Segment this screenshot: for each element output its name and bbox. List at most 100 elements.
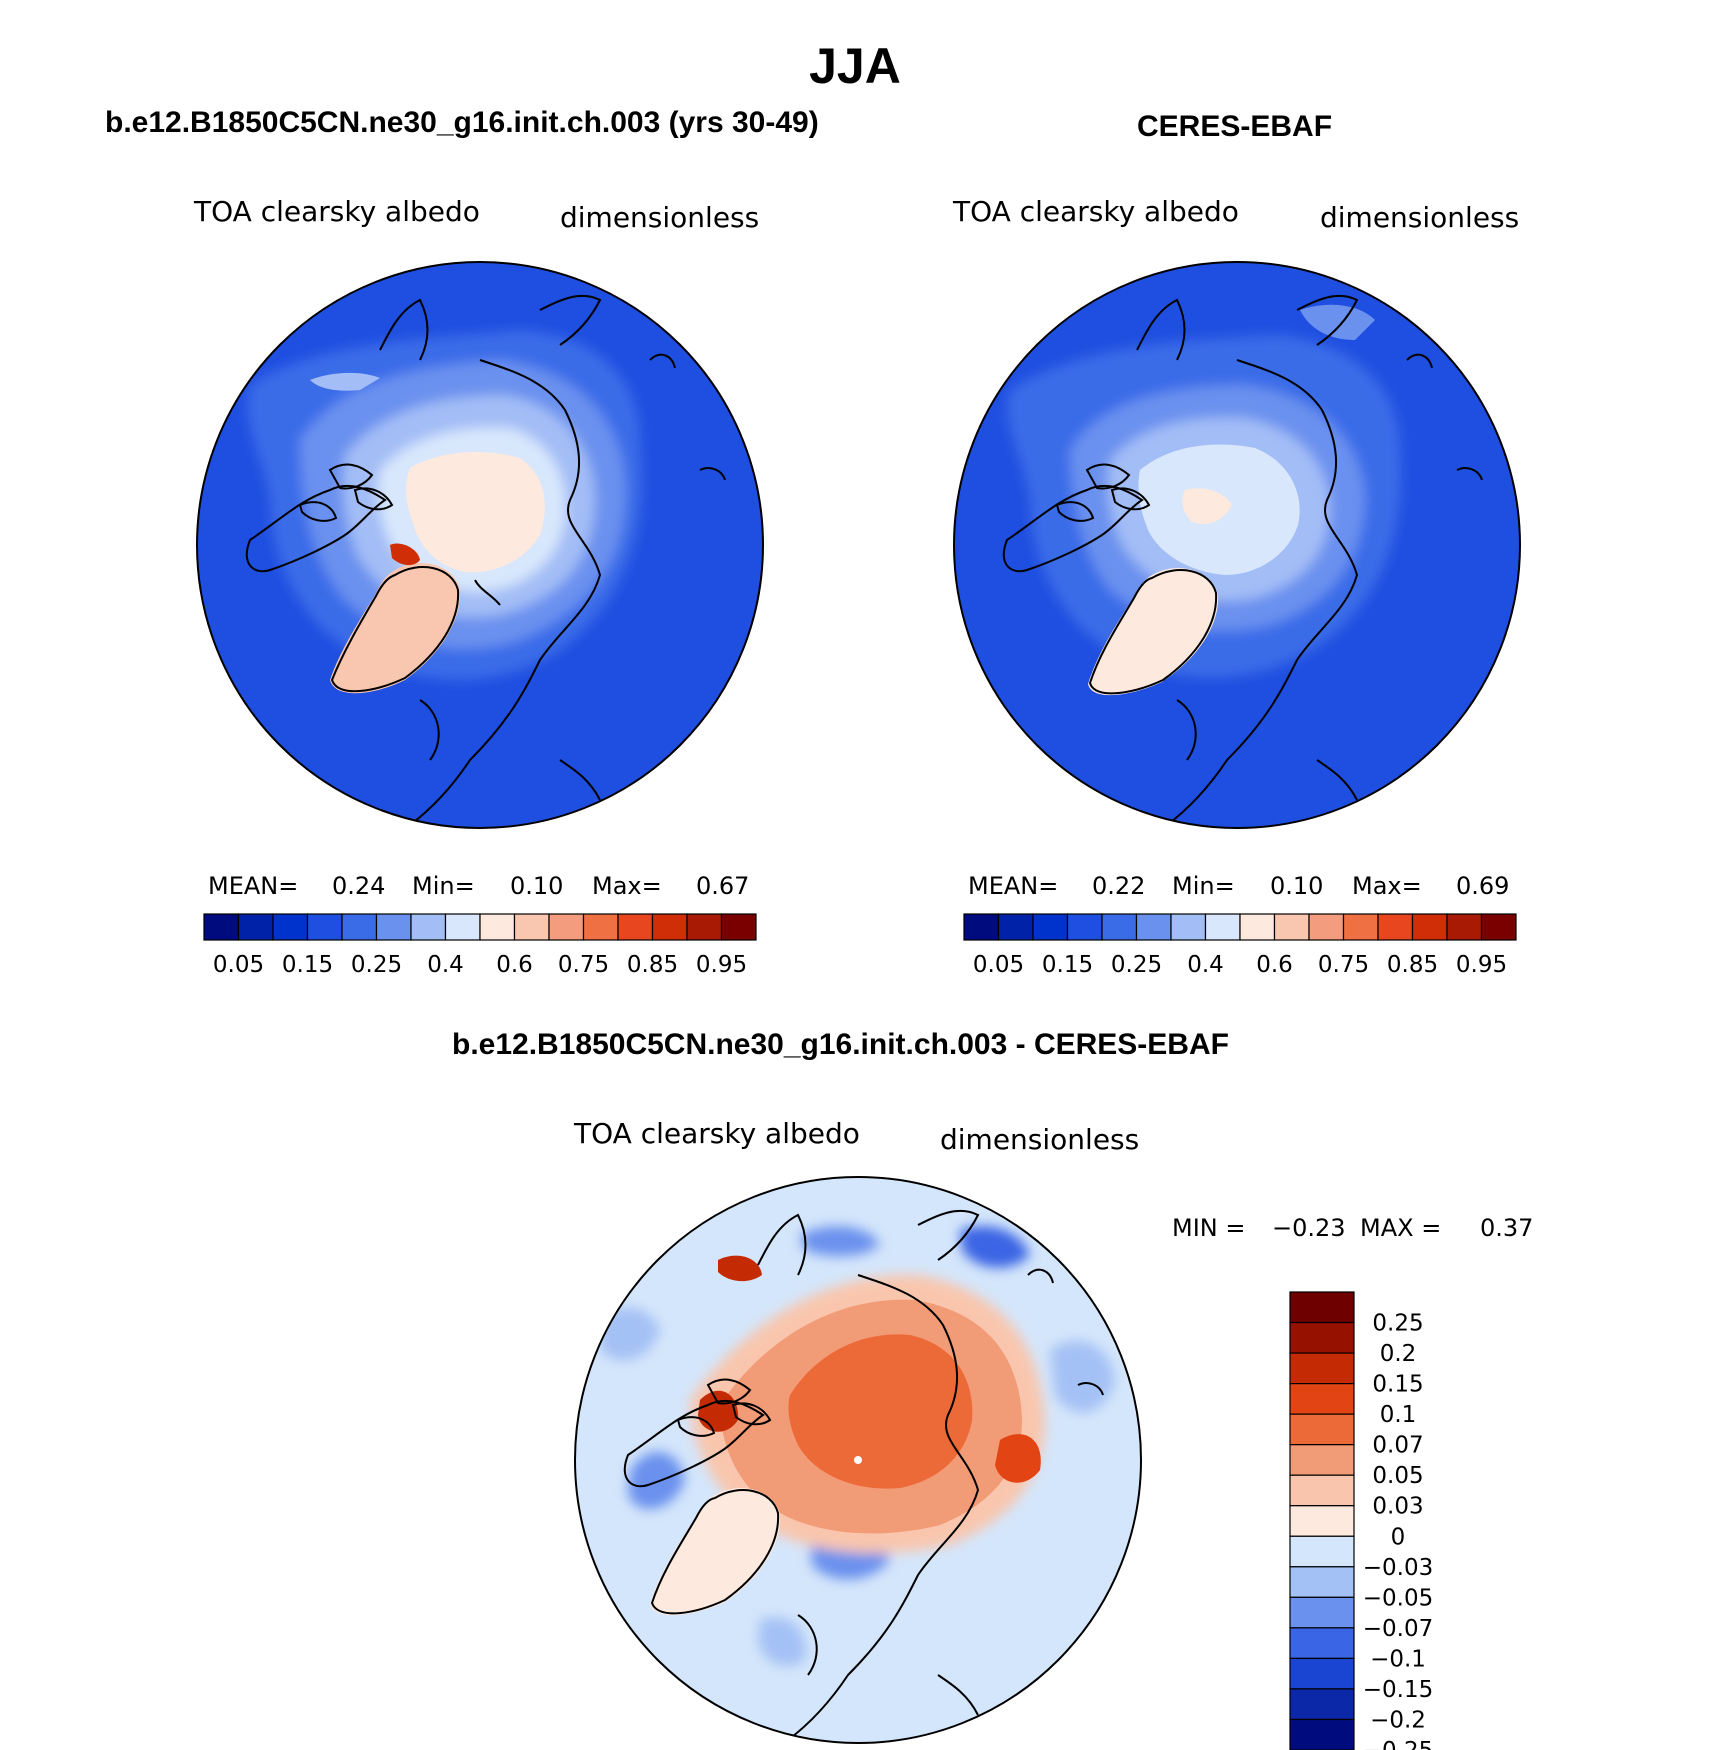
obs-colorbar-box — [997, 913, 1034, 941]
model-colorbar-box — [479, 913, 516, 941]
diff-pole-marker — [854, 1456, 862, 1464]
diff-neg-patch-a — [600, 1307, 660, 1361]
obs-colorbar: 0.05 0.15 0.25 0.4 0.6 0.75 0.85 0.95 — [963, 913, 1517, 978]
diff-colorbar-tick-label: −0.05 — [1363, 1585, 1433, 1611]
diff-neg-patch-b — [628, 1451, 685, 1510]
diff-colorbar-box — [1289, 1444, 1355, 1476]
figure-title: JJA — [809, 38, 901, 94]
diff-max-label: MAX = — [1360, 1214, 1442, 1242]
obs-colorbar-box — [1032, 913, 1069, 941]
diff-colorbar-tick-label: 0.15 — [1372, 1372, 1423, 1398]
diff-panel-title: b.e12.B1850C5CN.ne30_g16.init.ch.003 - C… — [452, 1028, 1229, 1061]
model-colorbar-box — [720, 913, 757, 941]
diff-colorbar-tick-label: −0.07 — [1363, 1616, 1433, 1642]
diff-colorbar-tick-label: 0.2 — [1380, 1341, 1417, 1367]
diff-map — [574, 1176, 1142, 1744]
obs-mean-value: 0.22 — [1092, 872, 1146, 900]
obs-colorbar-tick-label: 0.95 — [1456, 952, 1507, 978]
diff-colorbar-tick-label: −0.25 — [1363, 1738, 1433, 1750]
obs-colorbar-box — [1066, 913, 1103, 941]
diff-map-outline — [574, 1176, 1142, 1744]
diff-colorbar-tick-label: 0.25 — [1372, 1311, 1423, 1337]
obs-panel-title: CERES-EBAF — [1137, 110, 1333, 143]
model-colorbar-box — [237, 913, 274, 941]
obs-max-label: Max= — [1352, 872, 1422, 900]
diff-colorbar-tick-label: −0.03 — [1363, 1555, 1433, 1581]
model-colorbar-tick-label: 0.4 — [427, 952, 464, 978]
model-colorbar-box — [513, 913, 550, 941]
diff-min-label: MIN = — [1172, 1214, 1246, 1242]
model-map — [196, 261, 764, 829]
diff-colorbar-box — [1289, 1535, 1355, 1568]
obs-units-label: dimensionless — [1320, 201, 1520, 234]
diff-colorbar-tick-label: −0.2 — [1370, 1707, 1426, 1733]
model-colorbar-tick-label: 0.25 — [351, 952, 402, 978]
model-units-label: dimensionless — [560, 201, 760, 234]
diff-colorbar-box — [1289, 1566, 1355, 1598]
obs-colorbar-tick-label: 0.4 — [1187, 952, 1224, 978]
model-max-value: 0.67 — [696, 872, 750, 900]
obs-patch-a — [1300, 304, 1375, 340]
diff-pos-hotspot-a — [995, 1434, 1041, 1483]
diff-colorbar: 0.25 0.2 0.15 0.1 0.07 0.05 0.03 0 −0.03 −0.05 −0.… — [1289, 1291, 1433, 1750]
diff-colorbar-tick-label: 0.05 — [1372, 1463, 1423, 1489]
obs-colorbar-box — [1377, 913, 1414, 941]
model-greenland-high — [330, 562, 461, 694]
obs-colorbar-tick-label: 0.25 — [1111, 952, 1162, 978]
model-min-label: Min= — [412, 872, 475, 900]
obs-coastlines — [1002, 294, 1483, 826]
obs-colorbar-box — [1239, 913, 1276, 941]
model-mean-value: 0.24 — [332, 872, 386, 900]
obs-colorbar-box — [1342, 913, 1379, 941]
diff-neg-patch-c — [1050, 1341, 1115, 1413]
obs-colorbar-box — [1446, 913, 1483, 941]
diff-colorbar-box — [1289, 1474, 1355, 1507]
model-panel-title: b.e12.B1850C5CN.ne30_g16.init.ch.003 (yr… — [105, 106, 819, 139]
diff-colorbar-box — [1289, 1718, 1355, 1750]
model-colorbar-tick-label: 0.15 — [282, 952, 333, 978]
diff-coastlines — [623, 1209, 1104, 1741]
model-colorbar-tick-label: 0.85 — [627, 952, 678, 978]
model-colorbar-tick-label: 0.95 — [696, 952, 747, 978]
model-hotspot — [390, 543, 420, 566]
diff-pos-hotspot-c — [718, 1255, 762, 1282]
model-colorbar-box — [272, 913, 309, 941]
diff-colorbar-box — [1289, 1688, 1355, 1721]
model-colorbar-box — [444, 913, 481, 941]
diff-colorbar-box — [1289, 1321, 1355, 1354]
model-colorbar-box — [582, 913, 619, 941]
model-colorbar-box — [375, 913, 412, 941]
model-map-outline — [196, 261, 764, 829]
diff-colorbar-tick-label: 0.03 — [1372, 1494, 1423, 1520]
obs-colorbar-box — [1480, 913, 1517, 941]
model-colorbar-box — [651, 913, 688, 941]
model-colorbar-tick-label: 0.75 — [558, 952, 609, 978]
model-colorbar-box — [548, 913, 585, 941]
diff-colorbar-tick-label: 0 — [1391, 1524, 1406, 1550]
model-colorbar-box — [341, 913, 378, 941]
obs-min-label: Min= — [1172, 872, 1235, 900]
diff-colorbar-box — [1289, 1505, 1355, 1537]
diff-colorbar-box — [1289, 1352, 1355, 1385]
obs-colorbar-box — [1101, 913, 1138, 941]
obs-mean-label: MEAN= — [968, 872, 1059, 900]
model-colorbar-box — [410, 913, 447, 941]
diff-variable-label: TOA clearsky albedo — [574, 1117, 860, 1150]
diff-colorbar-box — [1289, 1382, 1355, 1415]
obs-colorbar-tick-label: 0.05 — [973, 952, 1024, 978]
obs-pole-patch — [1182, 488, 1232, 525]
diff-colorbar-box — [1289, 1596, 1355, 1629]
model-colorbar: 0.05 0.15 0.25 0.4 0.6 0.75 0.85 0.95 — [203, 913, 757, 978]
model-colorbar-tick-label: 0.6 — [496, 952, 533, 978]
model-coastlines — [245, 294, 726, 826]
diff-colorbar-tick-label: −0.1 — [1370, 1646, 1426, 1672]
diff-pos-area-core — [788, 1334, 973, 1489]
obs-colorbar-tick-label: 0.75 — [1318, 952, 1369, 978]
obs-colorbar-box — [963, 913, 1000, 941]
diff-colorbar-box — [1289, 1657, 1355, 1690]
obs-colorbar-box — [1411, 913, 1448, 941]
obs-colorbar-tick-label: 0.85 — [1387, 952, 1438, 978]
obs-min-value: 0.10 — [1270, 872, 1324, 900]
obs-colorbar-box — [1273, 913, 1310, 941]
